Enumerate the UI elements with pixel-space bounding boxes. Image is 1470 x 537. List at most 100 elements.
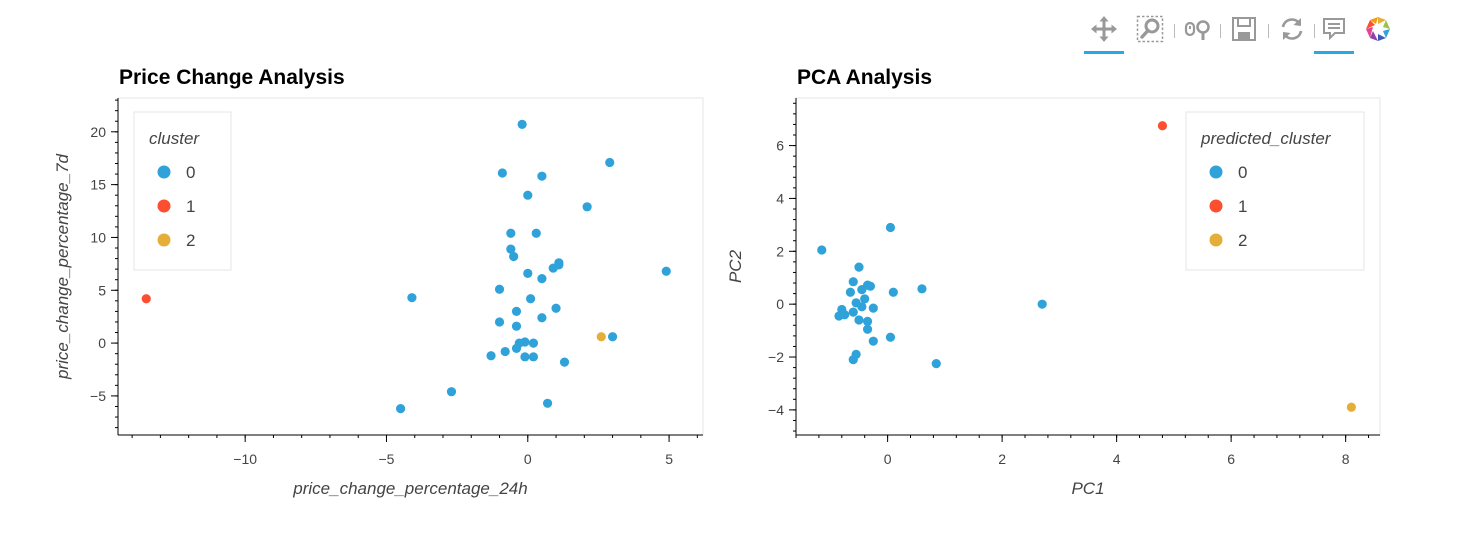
data-point[interactable] xyxy=(854,262,864,272)
legend-item[interactable]: 2 xyxy=(1209,231,1248,250)
y-tick-label: 20 xyxy=(90,124,106,140)
data-point[interactable] xyxy=(494,317,505,327)
data-point[interactable] xyxy=(834,311,844,321)
data-point[interactable] xyxy=(848,277,858,287)
data-point[interactable] xyxy=(528,338,539,348)
x-tick-label: 4 xyxy=(1113,451,1121,467)
data-point[interactable] xyxy=(523,268,533,278)
data-point[interactable] xyxy=(446,387,457,397)
legend-item[interactable]: 0 xyxy=(1209,163,1248,182)
x-tick-label: 0 xyxy=(884,451,892,467)
data-point[interactable] xyxy=(661,266,671,276)
data-point[interactable] xyxy=(848,355,858,365)
data-point[interactable] xyxy=(868,336,878,346)
data-point[interactable] xyxy=(857,302,867,312)
wheel-zoom-tool[interactable] xyxy=(1176,10,1220,54)
data-point[interactable] xyxy=(582,202,592,212)
data-point[interactable] xyxy=(141,294,151,304)
y-tick-label: −2 xyxy=(768,349,784,365)
data-point[interactable] xyxy=(537,171,547,181)
data-point[interactable] xyxy=(531,228,541,238)
plot-toolbar xyxy=(1080,10,1400,54)
chart-title: PCA Analysis xyxy=(797,66,932,89)
legend-item[interactable]: 2 xyxy=(157,231,196,250)
data-point[interactable] xyxy=(407,293,417,303)
data-point[interactable] xyxy=(511,306,522,316)
series-0 xyxy=(817,222,1047,369)
data-point[interactable] xyxy=(486,351,496,361)
series-1 xyxy=(141,294,151,304)
data-point[interactable] xyxy=(537,313,547,323)
data-point[interactable] xyxy=(607,332,618,342)
legend-label: 1 xyxy=(1238,197,1247,216)
data-point[interactable] xyxy=(520,352,530,362)
data-point[interactable] xyxy=(526,294,536,304)
data-point[interactable] xyxy=(1037,299,1047,309)
data-point[interactable] xyxy=(845,287,855,297)
series-1 xyxy=(1157,121,1168,131)
data-point[interactable] xyxy=(862,324,873,334)
data-point[interactable] xyxy=(520,337,530,347)
data-point[interactable] xyxy=(1157,121,1168,131)
data-point[interactable] xyxy=(511,343,522,353)
chart-2: PCA Analysis 0 2 4 6 8 −4 −2 0 2 4 6 PC1 PC2 predicted… xyxy=(726,66,1381,498)
save-tool[interactable] xyxy=(1222,10,1266,54)
data-point[interactable] xyxy=(517,119,527,130)
bokeh-logo[interactable] xyxy=(1356,10,1400,54)
data-point[interactable] xyxy=(559,357,570,367)
data-point[interactable] xyxy=(511,321,522,331)
data-point[interactable] xyxy=(817,245,827,255)
legend: predicted_cluster 0 1 2 xyxy=(1185,111,1365,271)
box-zoom-tool[interactable] xyxy=(1128,10,1172,54)
legend-item[interactable]: 1 xyxy=(1209,197,1248,216)
data-point[interactable] xyxy=(860,294,870,304)
data-point[interactable] xyxy=(551,303,561,313)
legend-item[interactable]: 1 xyxy=(157,197,196,216)
series-0 xyxy=(396,119,671,414)
data-point[interactable] xyxy=(865,281,876,291)
legend-item[interactable]: 0 xyxy=(157,163,196,182)
data-point[interactable] xyxy=(506,228,516,238)
x-tick-label: −5 xyxy=(378,451,394,467)
data-point[interactable] xyxy=(862,316,873,326)
y-tick-label: 10 xyxy=(90,229,106,245)
data-point[interactable] xyxy=(868,303,878,313)
data-point[interactable] xyxy=(509,251,519,262)
data-point[interactable] xyxy=(854,315,864,325)
pan-icon xyxy=(1091,16,1117,42)
save-icon xyxy=(1232,17,1256,41)
data-point[interactable] xyxy=(537,274,547,284)
data-point[interactable] xyxy=(596,332,606,342)
toolbar-separator xyxy=(1268,24,1269,38)
data-point[interactable] xyxy=(396,403,406,414)
y-tick-label: 0 xyxy=(98,335,106,351)
y-tick-label: −4 xyxy=(768,402,784,418)
data-point[interactable] xyxy=(857,285,867,295)
reset-icon xyxy=(1281,18,1303,40)
data-point[interactable] xyxy=(931,359,941,369)
hover-tool[interactable] xyxy=(1312,10,1356,54)
hover-icon xyxy=(1323,18,1345,41)
data-point[interactable] xyxy=(494,284,505,294)
data-point[interactable] xyxy=(542,398,553,408)
data-point[interactable] xyxy=(605,157,615,168)
data-point[interactable] xyxy=(523,190,533,200)
reset-tool[interactable] xyxy=(1270,10,1314,54)
data-point[interactable] xyxy=(528,352,539,362)
data-point[interactable] xyxy=(888,287,898,297)
data-point[interactable] xyxy=(500,346,510,357)
data-point[interactable] xyxy=(885,222,896,233)
y-tick-label: 4 xyxy=(776,190,784,206)
data-point[interactable] xyxy=(885,332,896,342)
data-point[interactable] xyxy=(506,244,516,254)
data-point[interactable] xyxy=(1346,402,1356,412)
data-point[interactable] xyxy=(848,307,858,317)
series-2 xyxy=(596,332,606,342)
data-point[interactable] xyxy=(497,168,507,178)
pan-tool[interactable] xyxy=(1082,10,1126,54)
y-axis-label: price_change_percentage_7d xyxy=(53,153,72,380)
data-point[interactable] xyxy=(548,263,558,273)
legend-label: 2 xyxy=(186,231,195,250)
data-point[interactable] xyxy=(917,284,927,294)
